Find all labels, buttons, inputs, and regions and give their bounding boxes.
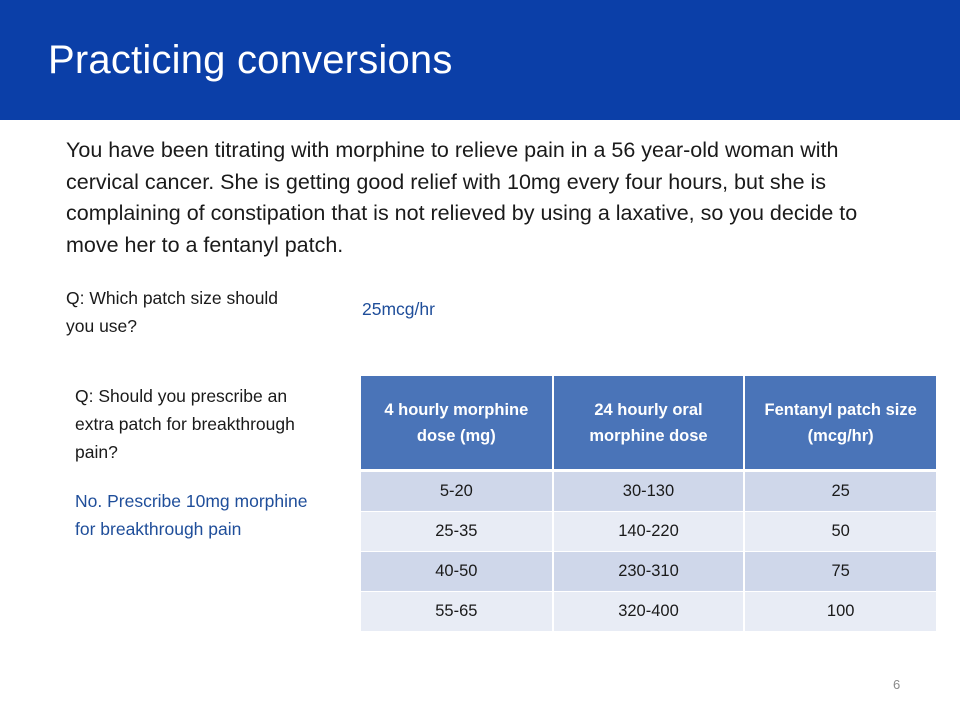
table-cell: 55-65 [361,591,554,632]
answer-patch-size: 25mcg/hr [362,299,435,319]
question-breakthrough: Q: Should you prescribe an extra patch f… [75,386,295,462]
scenario-text: You have been titrating with morphine to… [66,138,858,257]
table-cell: 75 [744,551,936,592]
title-bar: Practicing conversions [0,0,960,120]
header-fentanyl-size: Fentanyl patch size (mcg/hr) [744,376,936,472]
table-row: 40-50 230-310 75 [361,551,936,592]
table-cell: 30-130 [552,470,746,512]
page-number: 6 [893,677,901,692]
table-cell: 25 [744,470,936,512]
header-24-hourly-dose: 24 hourly oral morphine dose [552,376,746,472]
header-4-hourly-dose: 4 hourly morphine dose (mg) [361,376,554,472]
table-row: 5-20 30-130 25 [361,470,936,512]
slide-title: Practicing conversions [48,38,453,82]
answer-breakthrough: No. Prescribe 10mg morphine for breakthr… [75,491,308,539]
table-cell: 25-35 [361,511,554,552]
table-cell: 320-400 [552,591,746,632]
question-patch-size: Q: Which patch size should you use? [66,288,279,336]
table-cell: 230-310 [552,551,746,592]
table-cell: 40-50 [361,551,554,592]
conversion-table: 4 hourly morphine dose (mg) 24 hourly or… [361,376,936,632]
table-row: 55-65 320-400 100 [361,591,936,632]
table-cell: 5-20 [361,470,554,512]
table-cell: 50 [744,511,936,552]
table-cell: 100 [744,591,936,632]
table-row: 25-35 140-220 50 [361,511,936,552]
table-header-row: 4 hourly morphine dose (mg) 24 hourly or… [361,376,936,472]
table-cell: 140-220 [552,511,746,552]
